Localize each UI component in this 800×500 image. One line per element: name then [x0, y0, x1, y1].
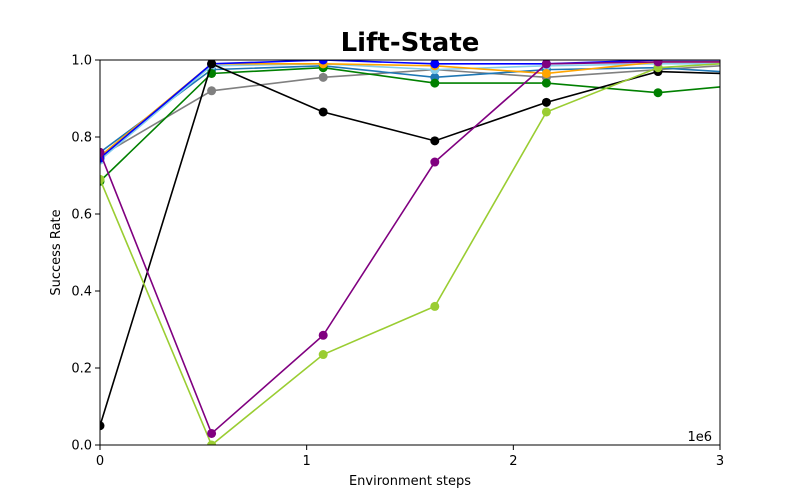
- x-axis-label: Environment steps: [349, 474, 471, 489]
- y-tick-label: 0.4: [71, 285, 92, 300]
- series-line: [100, 61, 720, 435]
- data-point: [541, 97, 551, 107]
- x-tick-label: 0: [96, 454, 104, 469]
- series-4: [100, 60, 720, 161]
- data-point: [318, 72, 328, 82]
- data-point: [430, 60, 440, 69]
- data-point: [207, 428, 217, 438]
- x-axis: 0 1 2 3: [96, 445, 724, 469]
- data-point: [318, 107, 328, 117]
- chart-title: Lift-State: [341, 28, 480, 58]
- series-line: [100, 61, 720, 157]
- y-axis: 0.0 0.2 0.4 0.6 0.8 1.0: [71, 54, 100, 454]
- data-point: [207, 60, 217, 69]
- x-offset-label: 1e6: [687, 430, 712, 445]
- series-layer: [100, 60, 720, 445]
- data-point: [430, 301, 440, 311]
- x-tick-label: 1: [303, 454, 311, 469]
- series-7: [100, 63, 720, 445]
- y-tick-label: 0.0: [71, 439, 92, 454]
- y-axis-label: Success Rate: [49, 209, 64, 295]
- data-point: [541, 68, 551, 78]
- data-point: [541, 60, 551, 69]
- y-tick-label: 0.8: [71, 131, 92, 146]
- data-point: [207, 440, 217, 445]
- data-point: [430, 78, 440, 88]
- plot-frame: [99, 59, 721, 446]
- series-1: [100, 61, 720, 157]
- data-point: [541, 107, 551, 117]
- data-point: [318, 350, 328, 360]
- data-point: [318, 60, 328, 65]
- x-tick-label: 3: [716, 454, 724, 469]
- x-tick-label: 2: [509, 454, 517, 469]
- data-point: [430, 157, 440, 167]
- series-8: [100, 60, 720, 438]
- data-point: [318, 330, 328, 340]
- data-point: [100, 421, 105, 431]
- data-point: [653, 60, 663, 67]
- y-tick-label: 0.2: [71, 362, 92, 377]
- y-tick-label: 1.0: [71, 54, 92, 69]
- data-point: [430, 136, 440, 146]
- data-point: [207, 86, 217, 96]
- series-line: [100, 62, 720, 426]
- y-tick-label: 0.6: [71, 208, 92, 223]
- data-point: [653, 88, 663, 98]
- data-point: [100, 174, 105, 184]
- series-6: [100, 60, 720, 431]
- data-point: [100, 147, 105, 157]
- data-point: [541, 78, 551, 88]
